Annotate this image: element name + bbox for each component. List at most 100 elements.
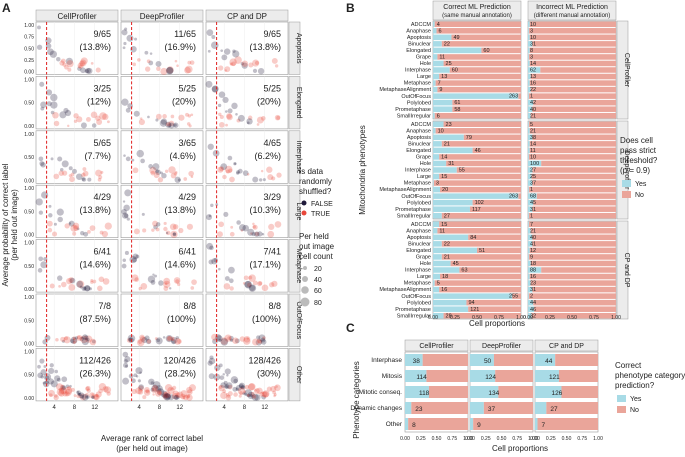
legend-c-no-swatch xyxy=(617,406,626,413)
bar-count-label: 21 xyxy=(444,141,450,147)
column-strip-b xyxy=(432,0,522,21)
annotation-count: 5/65 xyxy=(93,138,111,148)
point-shuffled xyxy=(166,122,171,127)
point-not-shuffled xyxy=(133,110,140,117)
y-tick-label: 0.00 xyxy=(24,342,34,348)
point-shuffled xyxy=(167,386,175,395)
point-not-shuffled xyxy=(71,168,77,174)
point-shuffled xyxy=(85,335,93,343)
point-not-shuffled xyxy=(228,266,235,274)
point-not-shuffled xyxy=(37,25,41,30)
point-shuffled xyxy=(72,338,78,344)
point-shuffled xyxy=(164,282,168,286)
bar-yes-segment xyxy=(433,73,440,80)
x-tick-label: 4 xyxy=(223,405,227,411)
point-shuffled xyxy=(60,387,68,395)
annotation-count: 5/25 xyxy=(263,83,281,93)
point-not-shuffled xyxy=(255,339,262,346)
point-shuffled xyxy=(169,223,177,231)
point-shuffled xyxy=(218,384,225,392)
annotation-count: 128/426 xyxy=(248,355,281,365)
point-shuffled xyxy=(73,225,79,231)
point-shuffled xyxy=(62,62,67,67)
panel-a-ylabel: Average probability of correct label xyxy=(1,163,10,286)
point-shuffled xyxy=(98,175,103,180)
point-shuffled xyxy=(97,178,102,182)
annotation-percent: (100%) xyxy=(167,314,196,324)
point-shuffled xyxy=(47,227,53,233)
point-not-shuffled xyxy=(156,338,160,343)
point-shuffled xyxy=(131,274,139,282)
point-not-shuffled xyxy=(54,375,61,382)
category-label-b: Binuclear xyxy=(408,42,431,48)
point-not-shuffled xyxy=(155,169,160,174)
point-not-shuffled xyxy=(206,242,214,250)
point-not-shuffled xyxy=(155,118,159,122)
point-not-shuffled xyxy=(244,280,252,288)
bar-count-label: 8 xyxy=(530,48,533,54)
row-strip-a xyxy=(288,239,301,293)
annotation-count: 8/8 xyxy=(268,301,281,311)
point-not-shuffled xyxy=(38,256,44,262)
column-label-b: Incorrect ML Prediction xyxy=(536,4,608,11)
annotation-percent: (20%) xyxy=(172,96,196,106)
bar-count-label: 28 xyxy=(446,313,452,319)
point-shuffled xyxy=(266,386,272,392)
bar-yes-segment xyxy=(528,199,534,206)
point-shuffled xyxy=(239,391,243,395)
bar-no-segment xyxy=(435,128,521,134)
annotation-count: 11/65 xyxy=(174,29,196,39)
point-shuffled xyxy=(142,395,147,400)
point-not-shuffled xyxy=(48,367,55,375)
bar-yes-segment xyxy=(433,206,470,212)
bar-yes-segment xyxy=(433,260,451,267)
bar-count-label: 94 xyxy=(468,300,474,306)
row-strip-a xyxy=(288,76,301,130)
legend-size-title-2: out image xyxy=(299,242,335,251)
bar-yes-segment xyxy=(433,234,469,241)
annotation-count: 6/41 xyxy=(178,247,196,257)
point-not-shuffled xyxy=(172,232,176,236)
bar-yes-segment-c xyxy=(535,370,559,382)
bar-yes-segment xyxy=(528,306,535,312)
bar-no-segment xyxy=(456,167,521,173)
bar-yes-segment xyxy=(528,286,533,293)
point-shuffled xyxy=(58,388,65,394)
point-not-shuffled xyxy=(79,336,84,342)
legend-shuffled-title-3: shuffled? xyxy=(299,187,332,196)
x-tick-label-c: 0.00 xyxy=(465,436,475,442)
point-shuffled xyxy=(225,394,232,401)
point-not-shuffled xyxy=(207,360,213,366)
point-shuffled xyxy=(52,111,59,119)
bar-yes-segment xyxy=(433,147,473,154)
point-not-shuffled xyxy=(160,118,168,125)
bar-yes-segment xyxy=(433,99,453,106)
bar-no-segment-c xyxy=(493,354,533,366)
x-tick-label-b: 0.25 xyxy=(545,315,555,321)
point-not-shuffled xyxy=(138,384,144,390)
bar-no-segment xyxy=(440,273,521,280)
point-shuffled xyxy=(224,69,227,72)
point-shuffled xyxy=(66,278,73,285)
bar-no-segment xyxy=(533,299,616,306)
point-shuffled xyxy=(139,336,146,342)
point-not-shuffled xyxy=(59,167,64,172)
category-label-b: SmallIrregular xyxy=(397,213,431,219)
point-shuffled xyxy=(190,286,195,290)
annotation-count: 7/41 xyxy=(263,247,281,257)
bar-no-segment xyxy=(440,186,521,193)
bar-yes-segment xyxy=(528,93,529,99)
point-shuffled xyxy=(60,58,66,64)
point-not-shuffled xyxy=(223,211,229,217)
point-not-shuffled xyxy=(248,284,257,292)
point-shuffled xyxy=(101,230,109,238)
bar-no-segment xyxy=(441,212,521,219)
point-shuffled xyxy=(138,118,145,126)
point-shuffled xyxy=(168,166,176,174)
bar-yes-segment xyxy=(528,106,533,112)
point-not-shuffled xyxy=(133,373,138,378)
point-shuffled xyxy=(55,383,64,391)
point-shuffled xyxy=(271,176,276,181)
bar-count-label: 3 xyxy=(530,55,533,61)
point-not-shuffled xyxy=(50,101,58,109)
